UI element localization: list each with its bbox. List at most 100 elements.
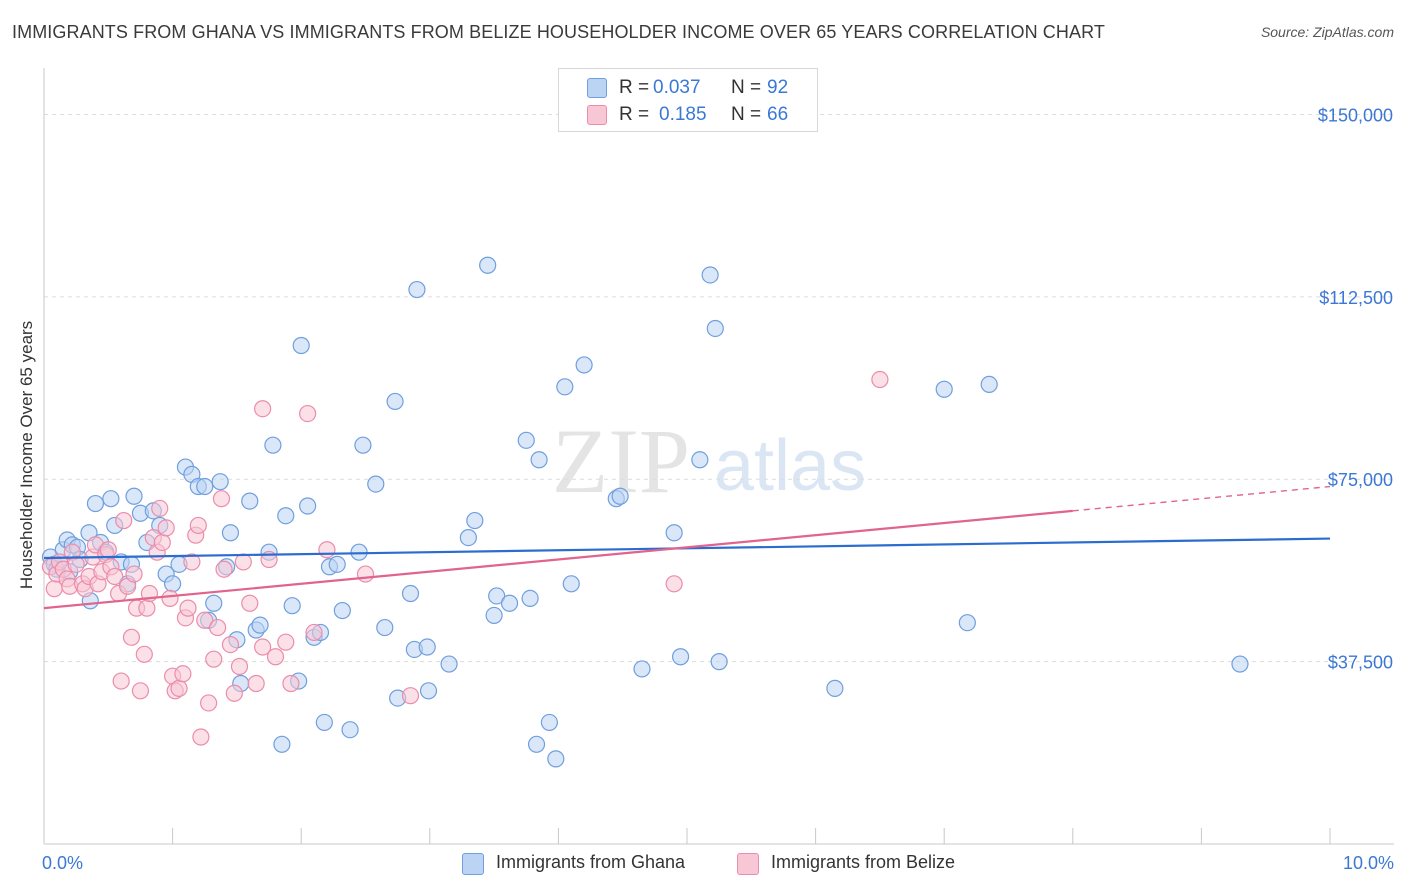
legend-ghana-label: Immigrants from Ghana (496, 852, 686, 872)
ghana-point-58 (354, 436, 372, 454)
ghana-point-74 (500, 594, 519, 612)
belize-point-65 (305, 623, 323, 642)
ghana-point-55 (333, 601, 351, 620)
belize-point-21 (112, 672, 130, 690)
belize-point-49 (205, 650, 223, 668)
ghana-point-36 (221, 524, 240, 542)
ghana-point-80 (547, 750, 565, 768)
ghana-point-75 (517, 431, 535, 449)
y-tick-label-2: $112,500 (1319, 288, 1393, 308)
belize-point-68 (356, 565, 375, 583)
belize-point-63 (282, 674, 300, 693)
ghana-point-20 (125, 487, 143, 505)
belize-point-53 (221, 635, 240, 654)
y-tick-label-1: $75,000 (1328, 470, 1393, 490)
axes (43, 68, 1394, 845)
ghana-point-46 (283, 597, 301, 615)
chart-title: IMMIGRANTS FROM GHANA VS IMMIGRANTS FROM… (12, 22, 1105, 42)
belize-n-label: N = (731, 104, 762, 125)
ghana-point-41 (251, 616, 269, 634)
ghana-point-87 (665, 524, 683, 542)
belize-point-57 (241, 594, 259, 612)
belize-point-35 (157, 519, 175, 537)
belize-point-19 (106, 567, 124, 586)
ghana-point-95 (958, 614, 976, 632)
ghana-r-label: R = (619, 77, 650, 98)
ghana-point-65 (408, 280, 426, 299)
ghana-point-67 (419, 682, 438, 700)
ghana-point-94 (935, 380, 953, 398)
ghana-point-73 (488, 587, 506, 605)
belize-point-50 (209, 618, 227, 637)
y-tick-label-0: $37,500 (1328, 653, 1393, 673)
y-axis-label: Householder Income Over 65 years (17, 321, 36, 589)
belize-point-25 (125, 565, 143, 583)
belize-n-value: 66 (767, 104, 789, 125)
ghana-swatch (587, 78, 607, 98)
belize-point-34 (153, 533, 171, 552)
ghana-point-66 (418, 638, 436, 656)
ghana-point-49 (299, 497, 317, 515)
ghana-point-76 (521, 589, 539, 607)
ghana-point-68 (440, 655, 458, 673)
ghana-point-69 (459, 528, 477, 547)
ghana-point-96 (980, 375, 998, 393)
belize-point-64 (299, 404, 317, 423)
ghana-point-86 (633, 660, 651, 678)
ghana-point-88 (671, 648, 690, 666)
ghana-point-70 (466, 511, 484, 530)
ghana-point-82 (562, 575, 580, 593)
belize-r-label: R = (619, 104, 650, 125)
belize-r-value: 0.185 (659, 104, 707, 125)
legend-ghana-swatch (462, 853, 484, 875)
belize-point-59 (254, 638, 272, 656)
belize-point-36 (161, 589, 179, 607)
ghana-point-78 (530, 451, 548, 469)
belize-points (41, 370, 889, 746)
belize-point-33 (151, 499, 169, 518)
belize-swatch (587, 105, 607, 125)
belize-point-51 (212, 490, 231, 508)
belize-point-71 (871, 370, 889, 389)
belize-point-66 (254, 400, 272, 418)
ghana-point-71 (479, 256, 497, 274)
ghana-point-89 (691, 451, 709, 469)
belize-point-22 (115, 511, 133, 530)
ghana-point-60 (376, 618, 394, 637)
belize-point-61 (266, 648, 285, 666)
ghana-point-15 (102, 490, 120, 508)
legend-belize-swatch (737, 853, 759, 875)
ghana-point-72 (485, 606, 503, 625)
ghana-point-92 (710, 653, 728, 671)
watermark-atlas: atlas (714, 426, 866, 506)
x-tick-label-end: 10.0% (1343, 853, 1394, 873)
ghana-point-12 (86, 494, 105, 513)
ghana-point-48 (292, 336, 310, 355)
correlation-stats-box: R = 0.037 N = 92 R = 0.185 N = 66 (558, 68, 818, 132)
x-tick-label-start: 0.0% (42, 853, 83, 873)
ghana-point-33 (205, 594, 223, 612)
ghana-point-54 (328, 555, 346, 573)
zipatlas-watermark: ZIP atlas (552, 410, 866, 512)
belize-point-43 (183, 553, 201, 571)
ghana-point-77 (527, 735, 546, 753)
ghana-point-52 (315, 713, 333, 732)
tick-labels: $37,500 $75,000 $112,500 $150,000 0.0% 10.0% (42, 105, 1394, 873)
belize-point-40 (174, 665, 192, 683)
ghana-point-43 (264, 436, 282, 454)
trend-lines (43, 485, 1331, 610)
belize-point-46 (192, 728, 210, 746)
belize-point-48 (200, 694, 218, 712)
source-label: Source: ZipAtlas.com (1260, 24, 1394, 40)
belize-point-58 (247, 674, 265, 693)
belize-point-67 (318, 541, 336, 559)
belize-point-45 (189, 516, 207, 535)
ghana-point-39 (241, 492, 259, 510)
legend-belize-label: Immigrants from Belize (771, 852, 956, 872)
ghana-point-83 (575, 356, 593, 374)
ghana-point-63 (401, 584, 420, 603)
belize-point-28 (135, 645, 153, 663)
ghana-point-79 (540, 713, 558, 732)
y-tick-label-3: $150,000 (1318, 105, 1393, 125)
